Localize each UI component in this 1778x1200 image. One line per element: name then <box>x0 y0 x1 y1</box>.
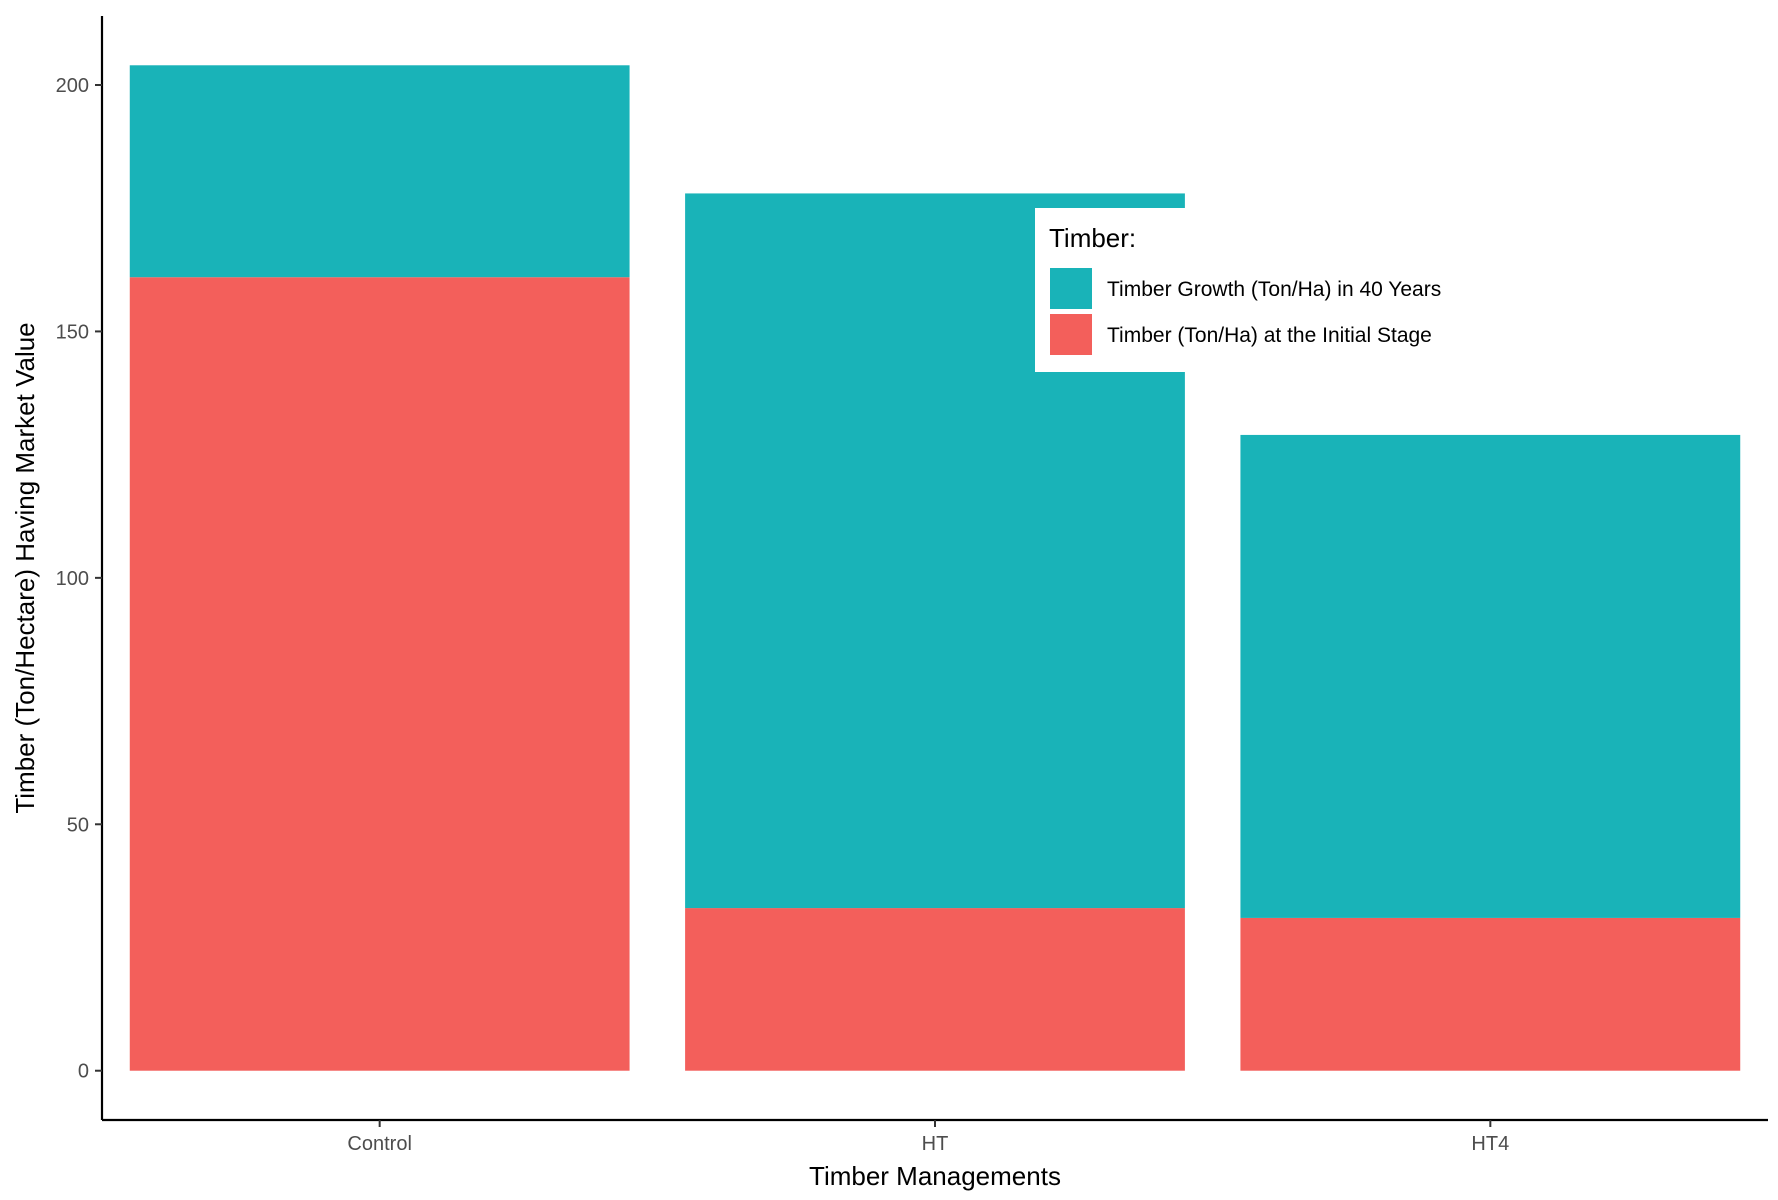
y-axis: 0 50 100 150 200 <box>56 16 104 1120</box>
legend-label: Timber (Ton/Ha) at the Initial Stage <box>1107 324 1432 347</box>
x-axis: Control HT HT4 <box>102 1118 1768 1155</box>
legend-key <box>1050 314 1092 355</box>
bar-control-series-1 <box>129 277 630 1071</box>
x-tick-label: HT4 <box>1471 1133 1509 1155</box>
legend-label: Timber Growth (Ton/Ha) in 40 Years <box>1107 278 1441 301</box>
legend-background <box>1035 208 1455 372</box>
y-tick-label: 100 <box>56 568 89 590</box>
bars <box>129 65 1741 1071</box>
legend: Timber: Timber Growth (Ton/Ha) in 40 Yea… <box>1035 208 1455 372</box>
x-tick-label: HT <box>922 1133 949 1155</box>
legend-key <box>1050 268 1092 309</box>
bar-ht4-series-1 <box>1240 917 1741 1071</box>
legend-title: Timber: <box>1049 223 1136 253</box>
y-tick-label: 0 <box>78 1061 89 1083</box>
bar-ht4-series-2 <box>1240 434 1741 918</box>
x-tick-label: Control <box>347 1133 411 1155</box>
legend-items: Timber Growth (Ton/Ha) in 40 Years Timber… <box>1050 268 1441 355</box>
x-axis-title: Timber Managements <box>809 1161 1061 1191</box>
y-tick-label: 50 <box>67 814 89 836</box>
bar-control-series-2 <box>129 65 630 278</box>
y-axis-title: Timber (Ton/Hectare) Having Market Value <box>10 322 40 813</box>
bar-ht-series-1 <box>685 908 1185 1071</box>
y-tick-label: 200 <box>56 75 89 97</box>
y-tick-label: 150 <box>56 321 89 343</box>
